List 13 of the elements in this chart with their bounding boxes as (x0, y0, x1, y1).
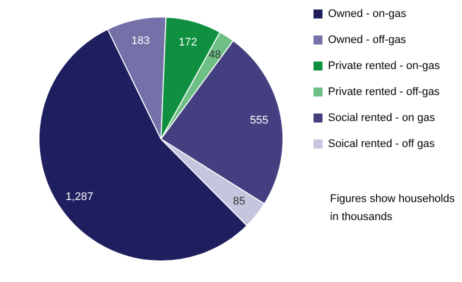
data-label: 48 (208, 48, 222, 61)
legend-label: Private rented - on-gas (328, 60, 440, 72)
data-label: 555 (250, 114, 268, 126)
legend-label: Owned - off-gas (328, 34, 407, 46)
data-label: 85 (232, 195, 246, 208)
data-label: 172 (178, 36, 198, 49)
text: Figures show households in thousands (330, 193, 456, 223)
data-label: 183 (131, 35, 150, 48)
data-label: 1,287 (66, 190, 94, 203)
legend-label: Soical rented - off gas (328, 138, 436, 150)
legend-label: Owned - on-gas (328, 8, 407, 20)
legend-label: Private rented - off-gas (328, 86, 440, 98)
legend-label: Social rented - on gas (328, 112, 436, 124)
